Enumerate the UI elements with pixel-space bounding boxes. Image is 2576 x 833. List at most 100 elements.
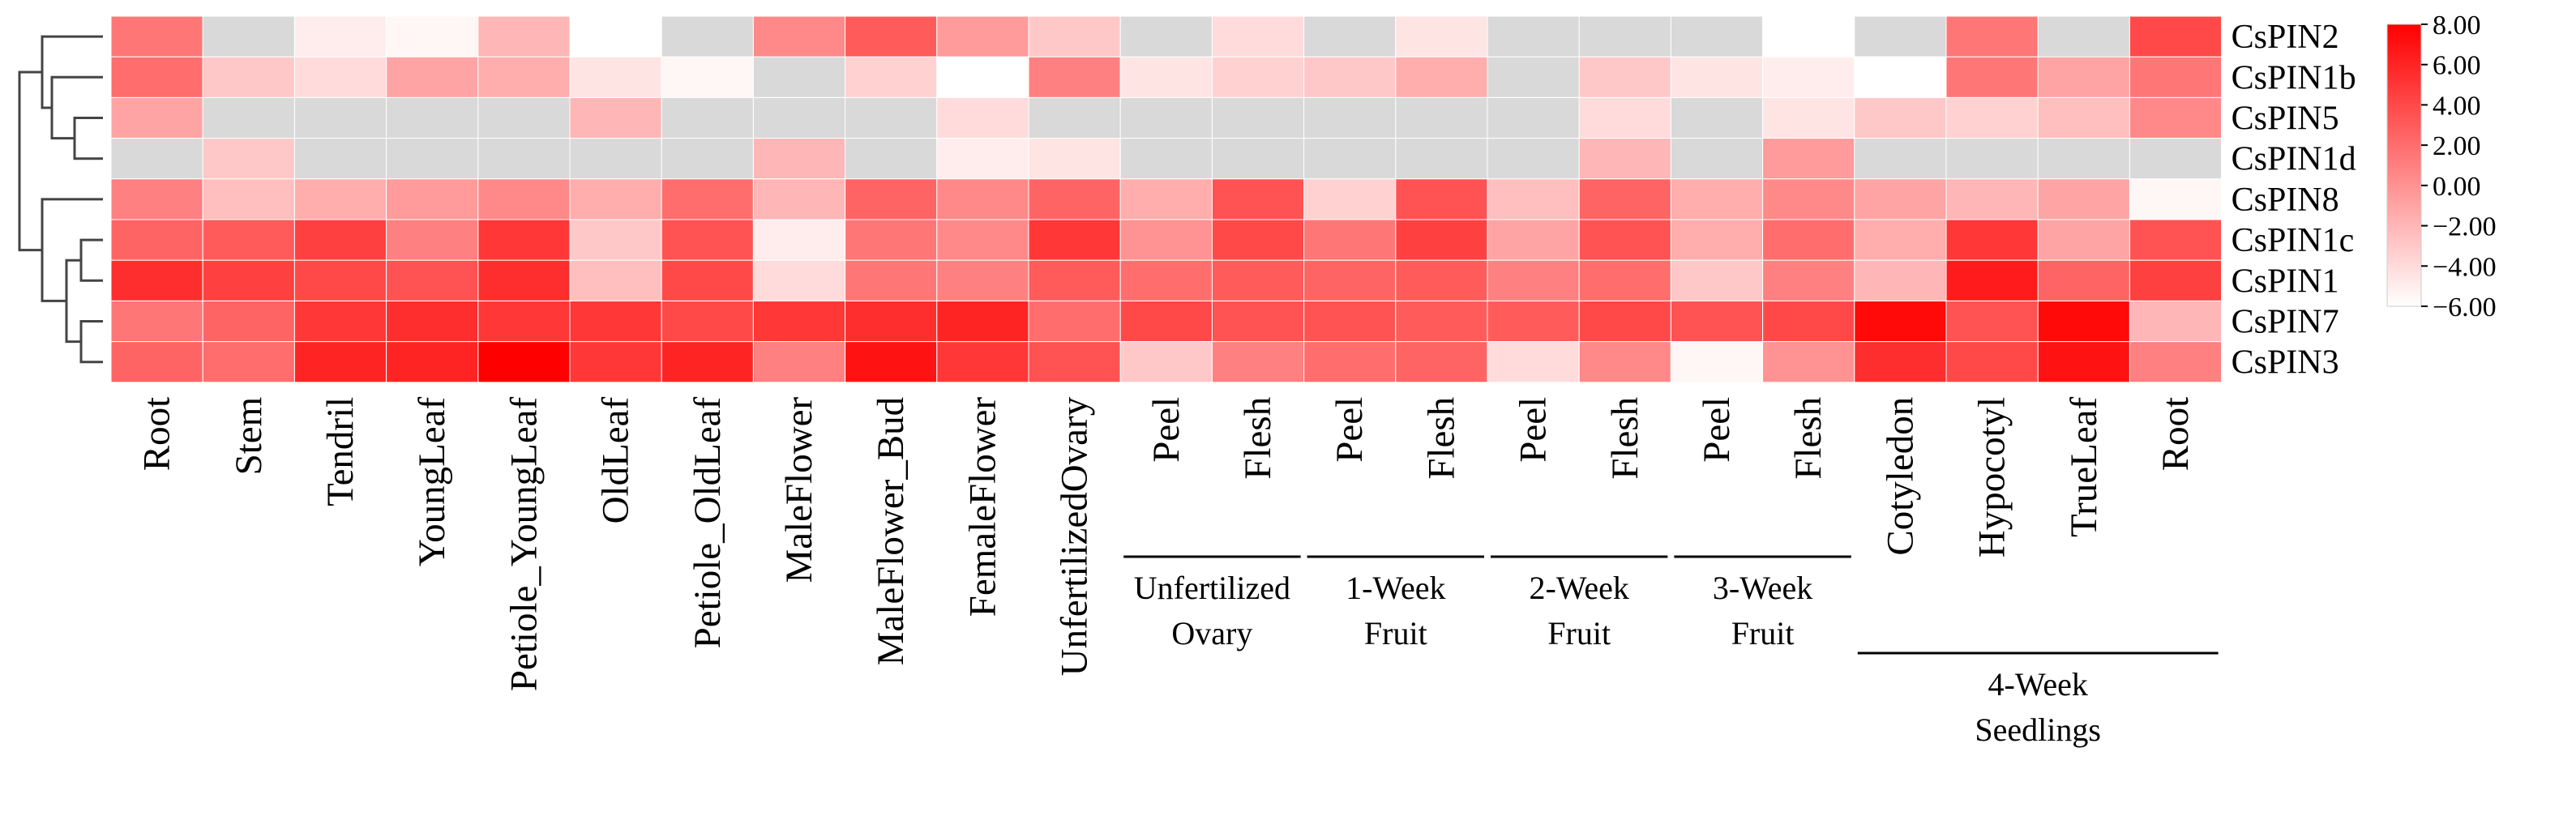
heatmap-cell: [2129, 15, 2223, 58]
heatmap-cell: [569, 56, 662, 98]
heatmap-cell: [202, 259, 295, 301]
heatmap-cell: [1395, 219, 1488, 261]
heatmap-cell: [1487, 56, 1580, 98]
heatmap-cell: [2037, 259, 2130, 301]
heatmap-cell: [110, 259, 203, 301]
heatmap-cell: [1028, 138, 1121, 180]
heatmap-cell: [1303, 96, 1397, 139]
column-label: YoungLeaf: [411, 396, 453, 566]
colorbar-tick-label: −2.00: [2433, 212, 2497, 242]
heatmap-cell: [202, 300, 295, 343]
heatmap-cell: [386, 138, 479, 180]
column-label: Petiole_OldLeaf: [687, 396, 729, 648]
heatmap-cell: [1854, 15, 1947, 58]
heatmap-cell: [569, 178, 662, 220]
row-label: CsPIN1d: [2232, 141, 2356, 178]
heatmap-cell: [2129, 96, 2223, 139]
heatmap-cell: [1854, 178, 1947, 220]
heatmap-cell: [1945, 259, 2039, 301]
heatmap-cell: [1211, 56, 1305, 98]
heatmap-cell: [1945, 219, 2039, 261]
heatmap-cell: [477, 15, 571, 58]
heatmap-cell: [1487, 259, 1580, 301]
heatmap-cell: [661, 96, 754, 139]
heatmap-cell: [1028, 15, 1121, 58]
heatmap-cell: [1028, 341, 1121, 383]
heatmap-cell: [2037, 341, 2130, 383]
row-dendrogram: [18, 35, 103, 364]
heatmap-cell: [386, 259, 479, 301]
heatmap-cell: [1395, 178, 1488, 220]
column-label: Flesh: [1420, 397, 1462, 480]
group-label: Seedlings: [1975, 711, 2101, 748]
heatmap-cell: [1487, 219, 1580, 261]
heatmap-cell: [110, 341, 203, 383]
heatmap-cell: [1395, 300, 1488, 343]
heatmap-cell: [2037, 178, 2130, 220]
heatmap-cell: [1303, 56, 1397, 98]
heatmap-cell: [1119, 178, 1213, 220]
column-label: Tendril: [319, 397, 362, 506]
heatmap-cell: [1303, 219, 1397, 261]
heatmap-cell: [1578, 138, 1671, 180]
heatmap-cell: [1119, 15, 1213, 58]
heatmap-cell: [845, 56, 938, 98]
heatmap-cell: [386, 219, 479, 261]
heatmap-cell: [2129, 219, 2223, 261]
heatmap-cell: [1854, 259, 1947, 301]
colorbar-tick-label: −6.00: [2433, 293, 2497, 323]
colorbar-tick-label: 0.00: [2433, 172, 2481, 202]
heatmap-cell: [1119, 56, 1213, 98]
heatmap-cell: [2037, 219, 2130, 261]
heatmap-cell: [1854, 96, 1947, 139]
heatmap-cell: [1945, 138, 2039, 180]
heatmap-cell: [202, 178, 295, 220]
heatmap-cell: [293, 96, 387, 139]
heatmap-cell: [1670, 341, 1764, 383]
heatmap-cell: [477, 56, 571, 98]
heatmap-cell: [752, 96, 846, 139]
heatmap-cell: [1945, 96, 2039, 139]
heatmap-cell: [1670, 178, 1764, 220]
heatmap-cell: [661, 56, 754, 98]
heatmap-cell: [202, 138, 295, 180]
group-label: 2-Week: [1530, 570, 1629, 606]
heatmap-cell: [1028, 96, 1121, 139]
row-label: CsPIN3: [2232, 344, 2339, 382]
colorbar-tick-label: 6.00: [2433, 51, 2481, 81]
heatmap-cell: [1762, 259, 1855, 301]
colorbar-tick-label: 2.00: [2433, 131, 2481, 161]
heatmap-cell: [386, 15, 479, 58]
heatmap-cell: [1578, 219, 1671, 261]
heatmap-cell: [936, 300, 1029, 343]
heatmap-cell: [936, 178, 1029, 220]
column-label: FemaleFlower: [961, 396, 1003, 617]
heatmap-cell: [1028, 178, 1121, 220]
heatmap-cell: [1395, 259, 1488, 301]
heatmap-cell: [1487, 300, 1580, 343]
heatmap-cell: [1762, 138, 1855, 180]
heatmap-cell: [1211, 300, 1305, 343]
colorbar-gradient: [2386, 23, 2422, 307]
column-label: OldLeaf: [595, 396, 637, 523]
heatmap-cell: [1854, 219, 1947, 261]
heatmap-cell: [1395, 15, 1488, 58]
heatmap-cell: [202, 56, 295, 98]
heatmap-cell: [477, 259, 571, 301]
heatmap-cell: [752, 341, 846, 383]
heatmap-cell: [386, 178, 479, 220]
heatmap-cell: [386, 96, 479, 139]
heatmap-cell: [569, 96, 662, 139]
heatmap-cell: [110, 15, 203, 58]
heatmap-cell: [293, 15, 387, 58]
column-label: Root: [2155, 397, 2197, 471]
heatmap-cell: [1945, 341, 2039, 383]
heatmap-cell: [386, 56, 479, 98]
heatmap-cell: [2037, 15, 2130, 58]
column-label: Root: [136, 397, 178, 471]
heatmap-cell: [845, 300, 938, 343]
heatmap-cell: [1762, 15, 1855, 58]
heatmap-cell: [1211, 96, 1305, 139]
heatmap-cell: [110, 178, 203, 220]
